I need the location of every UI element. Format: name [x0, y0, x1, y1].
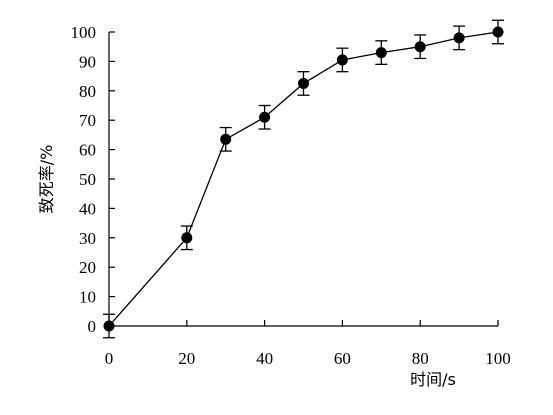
- data-point: [220, 133, 232, 145]
- y-axis-title: 致死率/%: [37, 145, 56, 214]
- data-point: [375, 47, 387, 59]
- y-tick-label: 20: [79, 258, 96, 277]
- x-tick-label: 20: [178, 349, 195, 368]
- x-tick-label: 80: [412, 349, 429, 368]
- y-tick-label: 70: [79, 111, 96, 130]
- x-axis-title: 时间/s: [410, 370, 456, 389]
- series-layer: [103, 19, 504, 339]
- data-point: [453, 32, 465, 44]
- data-point: [298, 77, 309, 89]
- x-tick-label: 0: [105, 349, 114, 368]
- y-tick-label: 30: [79, 229, 96, 248]
- data-point: [181, 232, 193, 244]
- data-point: [492, 26, 504, 38]
- y-tick-label: 50: [79, 170, 96, 189]
- x-tick-label: 40: [256, 349, 273, 368]
- data-point: [414, 41, 426, 53]
- x-tick-label: 60: [334, 349, 351, 368]
- y-tick-label: 0: [88, 317, 97, 336]
- series-line: [108, 31, 499, 327]
- y-tick-label: 60: [79, 141, 96, 160]
- ticks: 0 10 20 30 40 50 60 70 80 90 100 0 20 40 60 80 100: [71, 23, 511, 368]
- y-tick-label: 80: [79, 82, 96, 101]
- y-tick-label: 10: [79, 288, 96, 307]
- y-tick-label: 40: [79, 199, 96, 218]
- data-point: [103, 320, 115, 332]
- y-tick-label: 100: [71, 23, 97, 42]
- data-point: [336, 54, 348, 66]
- data-point: [259, 111, 271, 123]
- y-tick-label: 90: [79, 52, 96, 71]
- x-tick-label: 100: [485, 349, 511, 368]
